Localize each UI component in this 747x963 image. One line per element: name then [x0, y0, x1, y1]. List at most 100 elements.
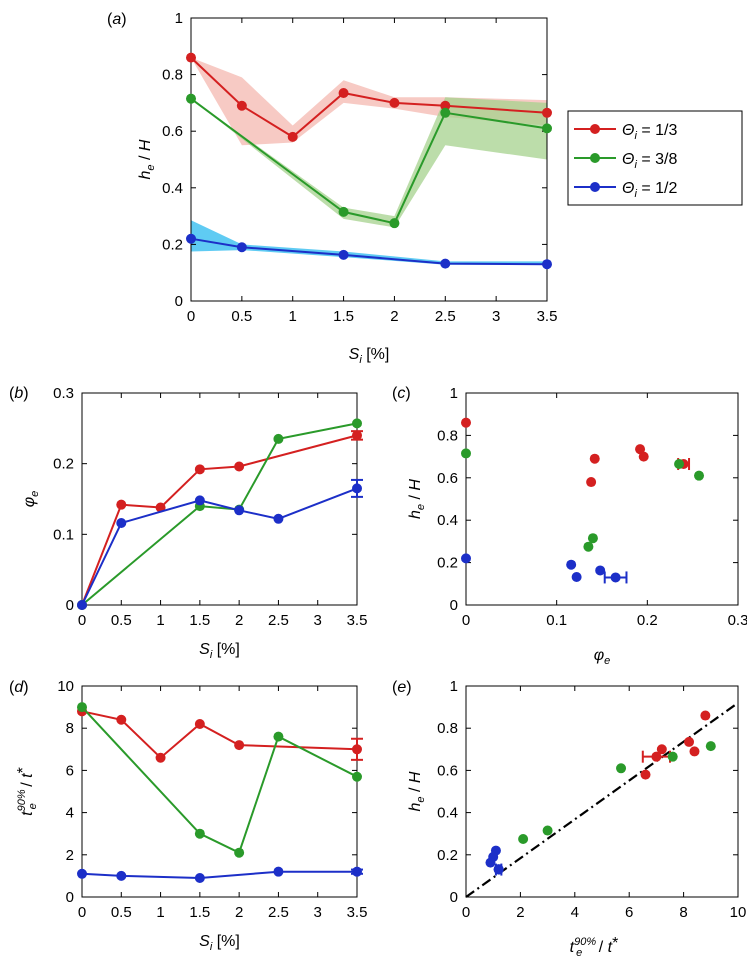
d-ytick-label: 6	[66, 762, 74, 779]
e-point-green	[667, 751, 678, 762]
d-xtick-label: 3.5	[347, 904, 368, 921]
b-point-blue	[273, 513, 284, 524]
c-ytick-label: 0.6	[437, 470, 458, 487]
e-point-red	[689, 746, 700, 757]
a-point-red	[287, 131, 298, 142]
b-ytick-label: 0.2	[53, 456, 74, 473]
a-ytick-label: 0.8	[162, 67, 183, 84]
d-xtick-label: 2	[235, 904, 243, 921]
legend-label: Θi = 3/8	[622, 151, 677, 171]
a-point-green	[542, 123, 552, 134]
d-point-blue	[77, 868, 87, 879]
d-xtick-label: 0.5	[111, 904, 132, 921]
c-point-blue	[566, 559, 577, 570]
b-point-red	[234, 461, 245, 472]
b-ylabel: φe	[21, 491, 41, 508]
c-panel-label: (c)	[392, 385, 411, 402]
d-xtick-label: 1.5	[189, 904, 210, 921]
panel-d: 0 0.5 1 1.5 2 2.5 3 3.5 0 2 4 6 8 10 (d) Si [%] t90%e / …	[9, 678, 367, 953]
a-band-blue	[191, 220, 547, 265]
a-point-green	[440, 107, 451, 118]
a-ytick-label: 0.6	[162, 123, 183, 140]
e-ytick-label: 0	[450, 889, 458, 906]
e-point-green	[518, 833, 529, 844]
e-xtick-label: 6	[625, 904, 633, 921]
c-ytick-label: 0	[450, 597, 458, 614]
a-xtick-label: 3.5	[537, 308, 558, 325]
b-point-blue	[194, 495, 205, 506]
e-ytick-label: 0.4	[437, 805, 458, 822]
c-xtick-label: 0.3	[728, 612, 747, 629]
b-xtick-label: 1.5	[189, 612, 210, 629]
b-xtick-label: 3	[314, 612, 322, 629]
a-frame	[190, 17, 548, 302]
d-point-green	[77, 702, 87, 713]
d-ytick-label: 2	[66, 847, 74, 864]
c-frame	[465, 392, 739, 606]
c-point-blue	[595, 565, 606, 576]
e-frame	[465, 685, 739, 898]
a-xtick-label: 0	[187, 308, 195, 325]
e-ytick-label: 0.6	[437, 762, 458, 779]
legend-swatch-marker	[590, 153, 600, 163]
c-ytick-label: 0.4	[437, 512, 458, 529]
a-xtick-label: 3	[492, 308, 500, 325]
e-ytick-label: 1	[450, 678, 458, 695]
e-point-red	[656, 744, 667, 755]
d-point-green	[352, 771, 362, 782]
b-ytick-label: 0.3	[53, 385, 74, 402]
c-point-green	[587, 533, 598, 544]
c-ytick-label: 0.2	[437, 555, 458, 572]
b-point-blue	[77, 600, 87, 610]
a-point-green	[186, 93, 196, 104]
c-point-green	[674, 459, 685, 470]
a-point-blue	[236, 242, 247, 253]
d-panel-label: (d)	[9, 679, 29, 696]
e-panel-label: (e)	[392, 679, 412, 696]
b-xtick-label: 2	[235, 612, 243, 629]
panel-a: 0 0.5 1 1.5 2 2.5 3 3.5 0 0.2 0.4 0.6 0.8 1 (a) Si [%] h…	[107, 10, 557, 366]
c-point-blue	[610, 572, 621, 583]
a-point-blue	[338, 249, 349, 260]
d-point-green	[194, 828, 205, 839]
b-ytick-label: 0	[66, 597, 74, 614]
e-point-blue	[485, 857, 496, 868]
d-ytick-label: 10	[57, 678, 74, 695]
d-xtick-label: 3	[314, 904, 322, 921]
c-xlabel: φe	[594, 647, 611, 667]
c-point-red	[461, 417, 471, 428]
a-point-red	[186, 52, 196, 63]
a-point-red	[389, 97, 400, 108]
c-point-blue	[461, 553, 471, 564]
b-panel-label: (b)	[9, 385, 29, 402]
e-point-green	[542, 825, 553, 836]
d-point-red	[194, 718, 205, 729]
e-xtick-label: 8	[679, 904, 687, 921]
e-point-blue	[493, 864, 504, 875]
e-point-red	[651, 751, 662, 762]
a-xtick-label: 2	[390, 308, 398, 325]
b-line-red	[81, 434, 358, 606]
a-ytick-label: 0.2	[162, 236, 183, 253]
d-xtick-label: 2.5	[268, 904, 289, 921]
d-ytick-label: 0	[66, 889, 74, 906]
e-point-green	[616, 763, 627, 774]
a-point-blue	[542, 259, 552, 270]
d-line-green	[81, 706, 358, 855]
d-ytick-label: 8	[66, 720, 74, 737]
c-xtick-label: 0.1	[546, 612, 567, 629]
c-ytick-label: 0.8	[437, 427, 458, 444]
e-xtick-label: 4	[571, 904, 579, 921]
a-xtick-label: 1.5	[333, 308, 354, 325]
e-xtick-label: 0	[462, 904, 470, 921]
a-band-red	[191, 57, 547, 146]
e-ytick-label: 0.8	[437, 720, 458, 737]
a-xtick-label: 1	[289, 308, 297, 325]
c-ytick-label: 1	[450, 385, 458, 402]
a-xtick-label: 2.5	[435, 308, 456, 325]
legend-label: Θi = 1/3	[622, 122, 677, 142]
b-point-blue	[116, 518, 127, 529]
d-ylabel: t90%e / t*	[15, 767, 39, 816]
legend-swatch-marker	[590, 182, 600, 192]
a-point-green	[389, 218, 400, 229]
